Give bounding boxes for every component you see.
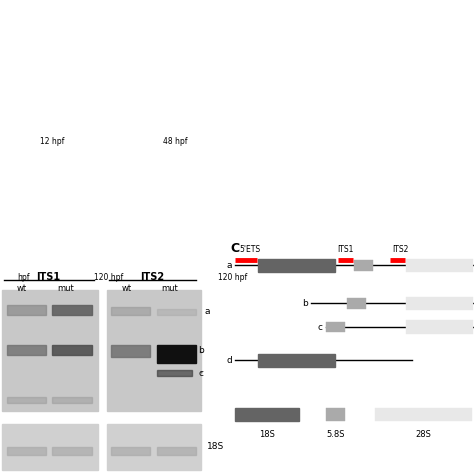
Bar bbox=[355, 260, 373, 271]
Bar bbox=[52, 447, 91, 455]
Text: b: b bbox=[199, 346, 204, 356]
Text: c: c bbox=[199, 369, 203, 378]
Text: 18S: 18S bbox=[259, 430, 275, 439]
Bar bbox=[235, 408, 299, 421]
Bar bbox=[157, 309, 196, 316]
Bar bbox=[111, 307, 150, 316]
Bar bbox=[7, 447, 46, 455]
Text: 5'ETS: 5'ETS bbox=[240, 245, 261, 254]
Bar bbox=[111, 447, 150, 455]
Text: ITS2: ITS2 bbox=[141, 272, 164, 282]
Text: 18S: 18S bbox=[207, 442, 224, 451]
Text: 120 hpf: 120 hpf bbox=[218, 273, 247, 282]
Text: wt: wt bbox=[17, 284, 27, 293]
Text: C: C bbox=[230, 242, 239, 255]
Text: hpf: hpf bbox=[18, 273, 30, 282]
Bar bbox=[7, 345, 46, 355]
Bar bbox=[258, 259, 335, 272]
Bar bbox=[326, 408, 345, 421]
Text: 48 hpf: 48 hpf bbox=[163, 137, 188, 146]
Bar bbox=[406, 320, 473, 334]
Bar bbox=[2, 424, 98, 470]
Text: mut: mut bbox=[162, 284, 178, 293]
Bar bbox=[107, 291, 201, 411]
Bar bbox=[2, 291, 98, 411]
Bar bbox=[7, 397, 46, 403]
Text: 12 hpf: 12 hpf bbox=[40, 137, 64, 146]
Text: a: a bbox=[227, 261, 232, 270]
Text: c: c bbox=[318, 323, 322, 331]
Bar bbox=[326, 322, 345, 332]
Bar bbox=[107, 424, 201, 470]
Text: 28S: 28S bbox=[416, 430, 431, 439]
Bar bbox=[157, 447, 196, 455]
Bar bbox=[7, 305, 46, 316]
Text: 120 hpf: 120 hpf bbox=[94, 273, 124, 282]
Text: 5.8S: 5.8S bbox=[326, 430, 345, 439]
Bar bbox=[52, 345, 91, 355]
Text: mut: mut bbox=[57, 284, 74, 293]
Text: ITS1: ITS1 bbox=[337, 245, 354, 254]
Bar bbox=[157, 370, 192, 376]
Bar bbox=[157, 345, 196, 364]
Text: d: d bbox=[226, 356, 232, 365]
Bar bbox=[258, 354, 335, 367]
Text: b: b bbox=[302, 299, 308, 308]
Text: ITS1: ITS1 bbox=[36, 272, 60, 282]
Bar bbox=[406, 297, 473, 310]
Bar bbox=[52, 397, 91, 403]
Text: a: a bbox=[205, 307, 210, 316]
Bar bbox=[406, 259, 473, 272]
Text: ITS2: ITS2 bbox=[392, 245, 408, 254]
Bar bbox=[375, 408, 472, 421]
Bar bbox=[111, 345, 150, 357]
Text: wt: wt bbox=[121, 284, 131, 293]
Bar bbox=[52, 305, 91, 316]
Bar bbox=[347, 298, 365, 309]
